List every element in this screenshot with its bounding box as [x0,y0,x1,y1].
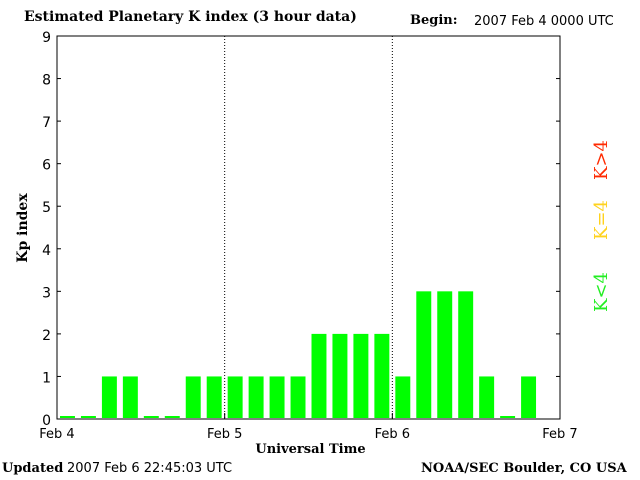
kp-bar [101,376,117,418]
y-tick-label: 8 [42,73,51,89]
kp-bar [290,376,306,418]
plot-border [56,35,561,420]
kp-bar [437,291,453,418]
kp-bar [248,376,264,418]
x-axis-label: Universal Time [255,442,365,457]
x-tick-label: Feb 6 [375,427,410,442]
kp-bar [479,376,495,418]
y-tick-label: 4 [42,243,51,259]
kp-bar [143,416,159,418]
kp-bar [500,416,516,418]
legend-k-less-4: K<4 [591,272,612,312]
kp-bar [269,376,285,418]
kp-bar [60,416,75,418]
y-axis-label: Kp index [15,193,31,263]
axis-labels: Universal Time Kp index [15,193,366,457]
legend-k-equal-4: K=4 [591,200,612,240]
y-tick-label: 3 [42,285,51,301]
y-tick-label: 0 [42,413,51,429]
updated-value: 2007 Feb 6 22:45:03 UTC [67,461,233,476]
y-tick-label: 9 [42,30,51,46]
kp-bar [206,376,222,418]
bar-series [60,291,537,418]
kp-bar [122,376,138,418]
kp-bar [395,376,411,418]
kp-bar [416,291,432,418]
y-tick-label: 1 [42,370,51,386]
plot-frame [56,35,561,420]
y-tick-label: 2 [42,328,51,344]
kp-bar [353,333,369,418]
begin-value: 2007 Feb 4 0000 UTC [474,14,614,29]
begin-label: Begin: [410,13,458,28]
x-tick-label: Feb 7 [542,427,577,442]
updated-label: Updated [2,461,64,476]
y-tick-label: 7 [42,115,51,131]
y-tick-label: 5 [42,200,51,216]
source-label: NOAA/SEC Boulder, CO USA [421,461,627,476]
kp-bar [185,376,201,418]
x-axis: Feb 4 Feb 5 Feb 6 Feb 7 [39,413,578,442]
y-axis: 0 1 2 3 4 5 6 7 8 9 [42,30,560,429]
kp-bar [164,416,180,418]
kp-bar [374,333,390,418]
x-tick-label: Feb 4 [39,427,74,442]
kp-bar [332,333,348,418]
day-separators [224,36,393,419]
kp-bar [458,291,474,418]
kp-bar [80,416,96,418]
kp-bar [521,376,537,418]
legend-k-greater-4: K>4 [591,140,612,180]
chart-title: Estimated Planetary K index (3 hour data… [24,9,357,25]
x-tick-label: Feb 5 [207,427,242,442]
y-tick-label: 6 [42,158,51,174]
kp-bar [227,376,243,418]
kp-bar [311,333,327,418]
